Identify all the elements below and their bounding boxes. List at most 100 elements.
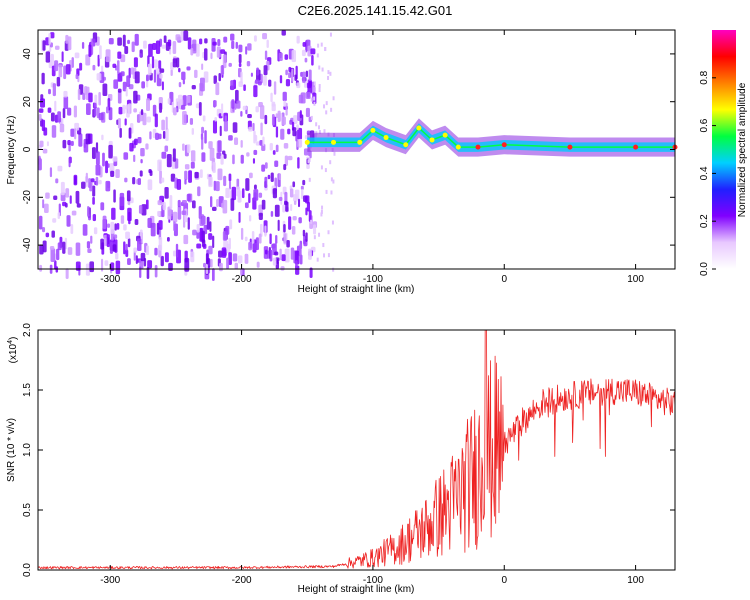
spectrogram-cell [169, 49, 172, 55]
spectrogram-cell [210, 258, 213, 268]
spectrogram-cell [246, 61, 251, 67]
spectrogram-cell [68, 157, 71, 168]
spectrogram-cell [70, 128, 75, 137]
spectrogram-cell [173, 107, 177, 116]
spectrogram-cell [98, 112, 104, 121]
spectrogram-cell [57, 165, 63, 172]
spectrogram-cell [161, 44, 166, 49]
spectrogram-cell [330, 177, 333, 182]
spectrogram-cell [118, 106, 123, 115]
y-tick-label: -20 [22, 190, 33, 205]
spectrogram-cell [250, 72, 253, 77]
spectrogram-cell [240, 71, 243, 84]
spectrogram-cell [139, 266, 142, 278]
spectrogram-cell [125, 88, 128, 97]
spectrogram-cell [292, 216, 297, 221]
spectrogram-cell [284, 191, 288, 203]
spectrogram-cell [149, 170, 153, 177]
spectrogram-cell [286, 240, 290, 248]
spectrogram-cell [45, 51, 51, 63]
spectrogram-cell [147, 217, 152, 229]
spectrogram-cell [255, 141, 261, 146]
spectrogram-cell [283, 142, 289, 149]
spectrogram-cell [313, 96, 316, 101]
spectrogram-cell [56, 248, 60, 261]
y-tick-label: 2.0 [22, 323, 33, 337]
spectrogram-cell [203, 262, 207, 268]
spectrogram-cell [216, 152, 222, 159]
spectrogram-cell [158, 133, 162, 140]
spectrogram-cell [96, 73, 102, 81]
spectrogram-cell [125, 105, 128, 110]
spectrogram-cell [274, 160, 279, 167]
spectrogram-cell [309, 252, 312, 257]
spectrogram-cell [67, 247, 73, 255]
x-tick-label: 100 [627, 575, 644, 586]
ridge-point [442, 132, 448, 138]
spectrogram-cell [75, 242, 81, 256]
spectrogram-cell [153, 59, 158, 68]
spectrogram-cell [51, 230, 55, 238]
spectrogram-cell [57, 212, 61, 219]
spectrogram-cell [201, 215, 206, 225]
spectrogram-cell [240, 227, 244, 240]
spectrogram-cell [274, 251, 279, 256]
spectrogram-cell [128, 103, 132, 115]
spectrogram-cell [194, 171, 199, 179]
spectrogram-cell [324, 168, 327, 173]
spectrogram-cell [167, 98, 171, 104]
colorbar-tick-label: 0.0 [699, 262, 710, 276]
spectrogram-cell [184, 257, 190, 272]
spectrogram-cell [329, 160, 332, 165]
spectrogram-cell [160, 255, 164, 267]
spectrogram-cell [230, 198, 235, 211]
spectrogram-cell [57, 242, 62, 251]
spectrogram-cell [41, 72, 45, 85]
spectrogram-cell [182, 79, 185, 85]
spectrogram-cell [256, 261, 260, 268]
spectrogram-cell [172, 211, 178, 223]
spectrogram-cell [44, 203, 49, 213]
ridge-point [501, 142, 507, 148]
spectrogram-cell [219, 262, 223, 272]
spectrogram-cell [325, 101, 328, 106]
spectrogram-cell [159, 68, 165, 73]
spectrogram-cell [252, 158, 256, 164]
spectrogram-cell [272, 150, 276, 155]
spectrogram-cell [45, 232, 50, 238]
spectrogram-cell [46, 141, 49, 147]
spectrogram-cell [229, 219, 233, 230]
spectrogram-cell [168, 262, 173, 272]
spectrogram-cell [305, 70, 309, 78]
spectrogram-cell [167, 39, 172, 47]
spectrogram-cell [258, 101, 263, 108]
spectrogram-cell [299, 254, 303, 265]
spectrogram-cell [155, 132, 159, 140]
spectrogram-cell [248, 241, 253, 251]
colorbar: 0.0 0.2 0.4 0.6 0.8 Normalized spectral ampl… [699, 30, 748, 276]
spectrogram-cell [270, 92, 273, 103]
spectrogram-cell [264, 114, 268, 125]
spectrogram-cell [85, 133, 91, 145]
spectrogram-cell [321, 67, 324, 72]
spectrogram-cell [127, 39, 130, 45]
spectrogram-cell [242, 105, 248, 111]
spectrogram-cell [159, 73, 163, 79]
spectrogram-cell [48, 88, 51, 95]
spectrogram-cell [68, 143, 71, 152]
spectrogram-cell [101, 134, 104, 141]
spectrogram-cell [204, 130, 207, 144]
spectrogram-cell [194, 69, 198, 78]
spectrogram-cell [275, 113, 279, 119]
spectrogram-cell [82, 224, 88, 236]
spectrogram-cell [65, 268, 69, 279]
spectrogram-cell [49, 245, 55, 251]
spectrogram-cell [222, 54, 227, 69]
spectrogram-cell [208, 176, 213, 188]
spectrogram-cell [240, 140, 243, 148]
spectrogram-cell [114, 223, 117, 231]
spectrogram-cell [223, 120, 229, 132]
spectrogram-cell [247, 113, 252, 119]
spectrogram-cell [212, 162, 216, 174]
spectrogram-cell [140, 147, 145, 157]
